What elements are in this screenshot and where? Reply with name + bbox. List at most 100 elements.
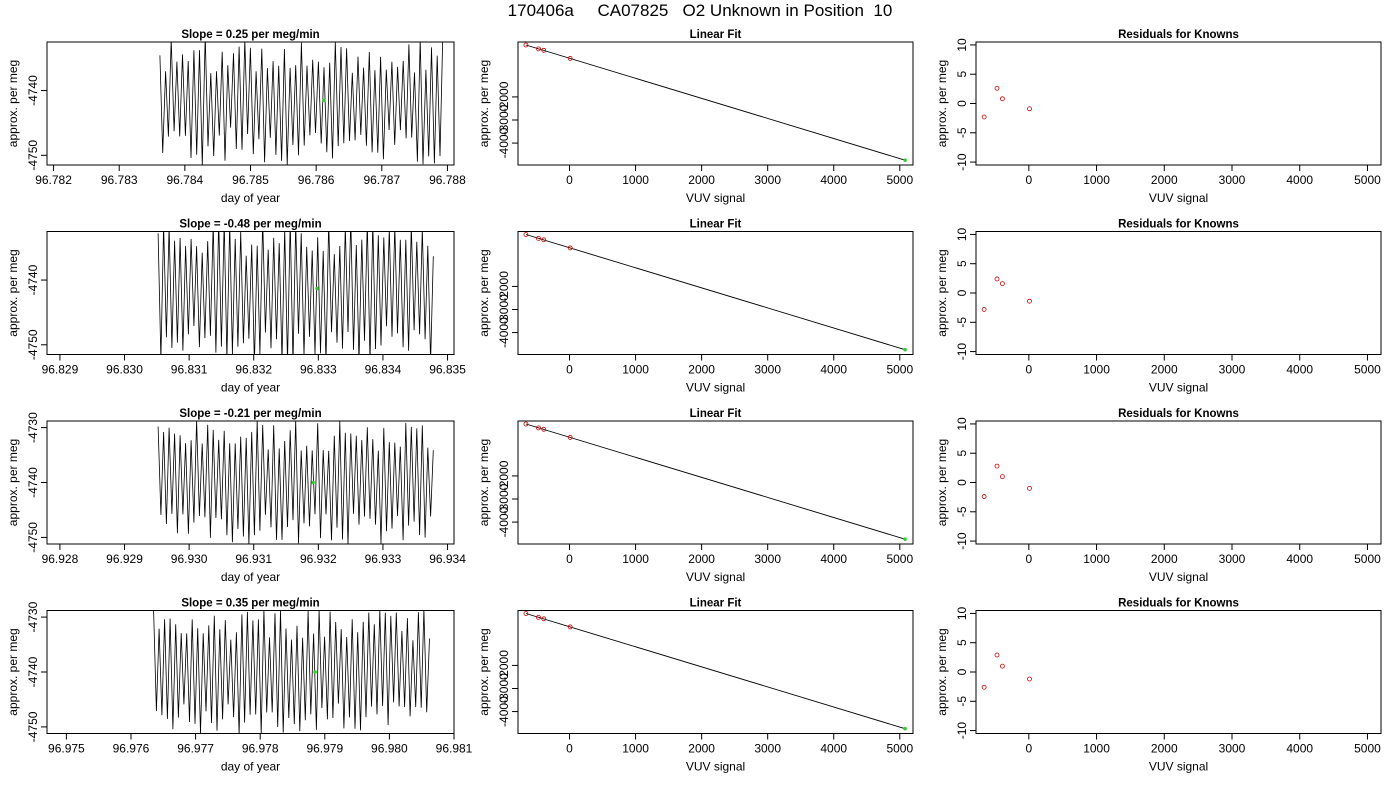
panel-4-unknown-mean-point xyxy=(315,286,319,291)
panel-4-title: Slope = -0.48 per meg/min xyxy=(179,219,321,231)
panel-10-x-tick-label: 96.977 xyxy=(177,742,214,756)
panel-5-y-tick-label: -4000 xyxy=(497,317,511,348)
panel-6-y-tick-label: -10 xyxy=(955,343,969,361)
panel-6-y-tick-label: 0 xyxy=(955,289,969,296)
panel-2-y-tick-label: -3000 xyxy=(497,104,511,135)
panel-11-fit-line xyxy=(525,613,906,730)
panel-10-x-tick-label: 96.981 xyxy=(436,742,473,756)
panel-12-x-tick-label: 4000 xyxy=(1286,742,1313,756)
panel-6-y-axis-label: approx. per meg xyxy=(935,249,949,336)
panel-4-x-axis-label: day of year xyxy=(221,381,280,395)
panel-7-y-tick-label: -4730 xyxy=(26,412,40,443)
panel-9-residual-point xyxy=(1027,485,1032,491)
panel-5-known-point xyxy=(536,235,541,241)
panel-10-signal-line xyxy=(153,610,430,734)
panel-3-y-tick-label: 0 xyxy=(955,100,969,107)
panel-5-unknown-point xyxy=(903,347,907,352)
panel-8-unknown-point xyxy=(903,537,907,541)
panel-8-title: Linear Fit xyxy=(690,408,742,420)
panel-7-y-tick-label: -4750 xyxy=(26,522,40,553)
panel-1-x-tick-label: 96.783 xyxy=(101,173,138,187)
panel-7-x-tick-label: 96.932 xyxy=(300,552,337,566)
panel-5-known-point xyxy=(523,232,529,237)
panel-1-x-tick-label: 96.782 xyxy=(35,173,72,187)
panel-5-x-tick-label: 5000 xyxy=(886,363,913,377)
panel-12-y-tick-label: 10 xyxy=(955,606,969,620)
panel-7-y-axis-label: approx. per meg xyxy=(6,439,20,526)
panel-8-known-point xyxy=(567,435,573,440)
panel-11-known-point xyxy=(541,616,547,622)
panel-12-x-tick-label: 1000 xyxy=(1083,742,1110,756)
panel-7-x-tick-label: 96.930 xyxy=(171,552,208,566)
panel-12-y-tick-label: 0 xyxy=(955,668,969,675)
panel-5-x-tick-label: 4000 xyxy=(820,363,847,377)
panel-3-residual-point xyxy=(994,85,1000,91)
panel-2-x-tick-label: 1000 xyxy=(622,173,649,187)
panel-10-unknown-mean-point xyxy=(313,670,317,674)
panel-3-x-tick-label: 0 xyxy=(1025,173,1032,187)
panel-8-x-tick-label: 4000 xyxy=(820,552,847,566)
panel-9-x-tick-label: 5000 xyxy=(1354,552,1381,566)
panel-9-residual-point xyxy=(981,494,987,499)
panel-10-y-tick-label: -4730 xyxy=(26,601,40,632)
panel-12-y-axis-label: approx. per meg xyxy=(935,628,949,715)
panel-11-x-tick-label: 1000 xyxy=(622,742,649,756)
panel-6-x-tick-label: 3000 xyxy=(1219,363,1246,377)
panel-8-x-axis-label: VUV signal xyxy=(686,570,745,584)
panel-1-x-tick-label: 96.786 xyxy=(298,173,335,187)
panel-12-residual-point xyxy=(994,652,1000,658)
panel-9-y-tick-label: 10 xyxy=(955,417,969,431)
panel-3-y-tick-label: -5 xyxy=(955,127,969,138)
panel-2-y-tick-label: -4000 xyxy=(497,127,511,158)
panel-8-known-point xyxy=(536,425,541,431)
panel-11-x-tick-label: 3000 xyxy=(754,742,781,756)
panel-1-x-tick-label: 96.785 xyxy=(232,173,269,187)
panel-6-plot-frame xyxy=(975,231,1382,355)
panel-7-x-tick-label: 96.931 xyxy=(235,552,272,566)
panel-6-y-tick-label: -5 xyxy=(955,317,969,328)
panel-5-known-point xyxy=(567,245,573,251)
panel-12-x-tick-label: 3000 xyxy=(1219,742,1246,756)
panel-3-residual-point xyxy=(981,114,987,120)
panel-11-x-axis-label: VUV signal xyxy=(686,760,745,774)
panel-1-title: Slope = 0.25 per meg/min xyxy=(181,29,319,41)
panel-9-y-tick-label: -5 xyxy=(955,506,969,517)
panel-11-known-point xyxy=(567,624,573,630)
panel-10-y-tick-label: -4750 xyxy=(26,711,40,742)
panel-7-x-axis-label: day of year xyxy=(221,570,280,584)
panel-6-y-tick-label: 10 xyxy=(955,227,969,241)
panel-3-residual-point xyxy=(1027,106,1032,112)
panel-11-x-tick-label: 4000 xyxy=(820,742,847,756)
panel-11-y-tick-label: -3000 xyxy=(497,673,511,704)
panel-3-x-tick-label: 3000 xyxy=(1219,173,1246,187)
panel-4-x-tick-label: 96.834 xyxy=(365,363,402,377)
panel-8-y-tick-label: -4000 xyxy=(497,506,511,537)
panel-7-title: Slope = -0.21 per meg/min xyxy=(179,408,321,420)
panel-6-x-axis-label: VUV signal xyxy=(1149,381,1208,395)
panel-11-x-tick-label: 0 xyxy=(566,742,573,756)
panel-1-signal-line xyxy=(159,42,444,165)
panel-9-residual-point xyxy=(1000,474,1005,480)
panel-4-x-tick-label: 96.830 xyxy=(106,363,143,377)
panel-6-x-tick-label: 2000 xyxy=(1151,363,1178,377)
panel-1-x-tick-label: 96.784 xyxy=(167,173,204,187)
panel-9-plot-frame xyxy=(975,420,1382,545)
panel-5-y-axis-label: approx. per meg xyxy=(477,249,491,336)
panel-11-title: Linear Fit xyxy=(690,598,742,610)
panel-10-x-tick-label: 96.979 xyxy=(306,742,343,756)
panel-6-title: Residuals for Knowns xyxy=(1118,219,1239,231)
panel-6-residual-point xyxy=(981,306,987,312)
panel-8-y-tick-label: -3000 xyxy=(497,483,511,514)
panel-1-y-axis-label: approx. per meg xyxy=(6,60,20,147)
panel-1-y-tick-label: -4740 xyxy=(26,75,40,106)
panel-12-y-tick-label: -10 xyxy=(955,722,969,740)
panel-4-y-tick-label: -4750 xyxy=(26,329,40,360)
panel-3-x-tick-label: 2000 xyxy=(1151,173,1178,187)
panel-8-fit-line xyxy=(525,423,906,540)
panel-2-known-point xyxy=(567,56,573,61)
panel-9-title: Residuals for Knowns xyxy=(1118,408,1239,420)
panel-9-x-tick-label: 0 xyxy=(1025,552,1032,566)
panel-2-unknown-point xyxy=(903,158,907,162)
